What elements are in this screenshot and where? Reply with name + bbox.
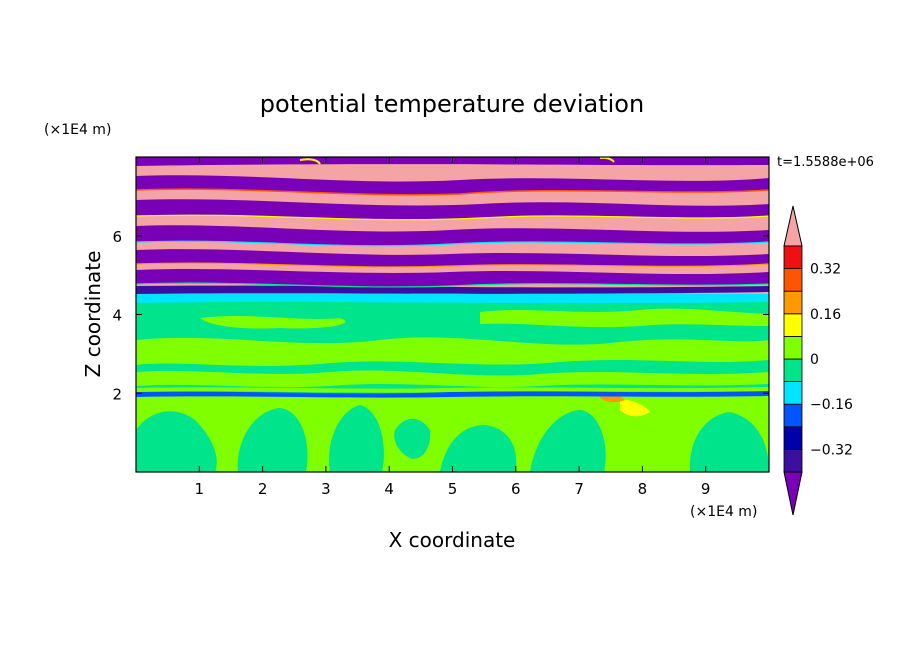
- x-axis-label: X coordinate: [389, 528, 516, 552]
- x-tick-label: 5: [448, 480, 458, 498]
- interface-line: [136, 391, 769, 398]
- colorbar-over-triangle: [783, 205, 803, 247]
- middle-layers: [136, 308, 769, 388]
- contour-field: [136, 157, 769, 472]
- x-unit-label: (×1E4 m): [690, 504, 757, 520]
- colorbar-segment: [783, 268, 803, 292]
- colorbar-segment: [783, 290, 803, 315]
- x-tick-label: 6: [511, 480, 521, 498]
- colorbar-segment: [783, 358, 803, 383]
- colorbar-under-triangle: [783, 471, 803, 516]
- x-axis: 1 2 3 4 5 6 7 8 9: [195, 157, 711, 498]
- colorbar-segment: [783, 448, 803, 473]
- y-tick-label: 2: [112, 385, 122, 403]
- x-tick-label: 8: [638, 480, 648, 498]
- colorbar-tick-label: 0.16: [810, 307, 841, 323]
- y-tick-label: 6: [112, 228, 122, 246]
- convective-cells: [136, 393, 769, 472]
- time-label: t=1.5588e+06: [777, 155, 874, 170]
- chart-title: potential temperature deviation: [260, 90, 644, 118]
- cyan-layer: [136, 292, 769, 303]
- colorbar-tick-label: −0.32: [810, 442, 853, 458]
- x-tick-label: 9: [701, 480, 711, 498]
- x-tick-label: 7: [574, 480, 584, 498]
- colorbar-segment: [783, 313, 803, 337]
- upper-layers: [136, 157, 769, 294]
- y-tick-label: 4: [112, 307, 122, 325]
- colorbar-segment: [783, 245, 803, 270]
- y-axis-label: Z coordinate: [81, 251, 105, 378]
- x-tick-label: 1: [195, 480, 205, 498]
- colorbar-tick-label: 0.32: [810, 262, 841, 278]
- y-axis: 2 4 6: [112, 228, 769, 403]
- y-unit-label: (×1E4 m): [44, 122, 111, 138]
- colorbar-segment: [783, 381, 803, 405]
- interface-above: [136, 387, 769, 393]
- x-tick-label: 3: [321, 480, 331, 498]
- colorbar-tick-label: −0.16: [810, 397, 853, 413]
- colorbar-segment: [783, 335, 803, 360]
- colorbar-tick-label: 0: [810, 352, 819, 368]
- x-tick-label: 4: [384, 480, 394, 498]
- colorbar: 0.32 0.16 0 −0.16 −0.32: [783, 205, 853, 516]
- colorbar-segment: [783, 426, 803, 450]
- colorbar-segment: [783, 403, 803, 428]
- x-tick-label: 2: [258, 480, 268, 498]
